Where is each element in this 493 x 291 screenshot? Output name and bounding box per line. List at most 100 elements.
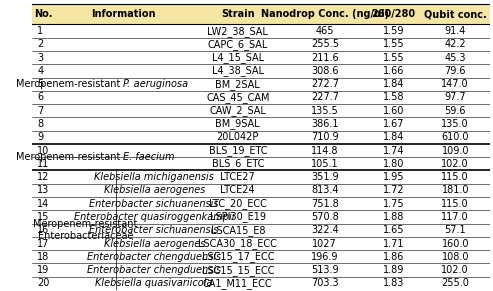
Text: 211.6: 211.6	[311, 53, 339, 63]
Text: CA1_M11_ECC: CA1_M11_ECC	[203, 278, 273, 289]
Text: 102.0: 102.0	[441, 159, 469, 169]
Text: Nanodrop Conc. (ng/ul): Nanodrop Conc. (ng/ul)	[261, 9, 389, 19]
Text: Enterobacter sichuanensis: Enterobacter sichuanensis	[90, 199, 219, 209]
Text: 751.8: 751.8	[311, 199, 339, 209]
Text: LSCA15_E8: LSCA15_E8	[211, 225, 265, 236]
Text: CAPC_6_SAL: CAPC_6_SAL	[208, 39, 268, 50]
Text: 19: 19	[37, 265, 49, 275]
Text: 1.60: 1.60	[383, 106, 404, 116]
Text: L4_15_SAL: L4_15_SAL	[211, 52, 264, 63]
Text: 260/280: 260/280	[371, 9, 416, 19]
Text: LTCE24: LTCE24	[220, 185, 255, 195]
Text: 710.9: 710.9	[311, 132, 339, 142]
Text: 351.9: 351.9	[311, 172, 339, 182]
Text: 1.83: 1.83	[383, 278, 404, 288]
Text: 114.8: 114.8	[311, 146, 339, 156]
Text: Strain: Strain	[221, 9, 254, 19]
Text: 1.65: 1.65	[383, 225, 404, 235]
Text: 1.72: 1.72	[383, 185, 404, 195]
Text: 1.66: 1.66	[383, 66, 404, 76]
Text: 9: 9	[37, 132, 43, 142]
Text: Information: Information	[91, 9, 156, 19]
FancyBboxPatch shape	[32, 3, 490, 24]
Text: L4_38_SAL: L4_38_SAL	[212, 65, 264, 76]
Text: LSCA30_18_ECC: LSCA30_18_ECC	[198, 238, 277, 249]
Text: 17: 17	[37, 239, 50, 249]
Text: CAW_2_SAL: CAW_2_SAL	[210, 105, 266, 116]
Text: 135.5: 135.5	[311, 106, 339, 116]
Text: 1.80: 1.80	[383, 159, 404, 169]
Text: 115.0: 115.0	[441, 199, 469, 209]
Text: LTC_20_ECC: LTC_20_ECC	[209, 198, 267, 209]
Text: 117.0: 117.0	[441, 212, 469, 222]
Text: 13: 13	[37, 185, 49, 195]
Text: No.: No.	[34, 9, 52, 19]
Text: 1.84: 1.84	[383, 79, 404, 89]
Text: 1.89: 1.89	[383, 265, 404, 275]
Text: 20L042P: 20L042P	[216, 132, 259, 142]
Text: Enterobacter chengduensis: Enterobacter chengduensis	[87, 252, 221, 262]
Text: 160.0: 160.0	[442, 239, 469, 249]
Text: 4: 4	[37, 66, 43, 76]
Text: 1.88: 1.88	[383, 212, 404, 222]
Text: 386.1: 386.1	[311, 119, 339, 129]
Text: Meropenem-resistant: Meropenem-resistant	[16, 79, 123, 89]
Text: 5: 5	[37, 79, 43, 89]
Text: 1: 1	[37, 26, 43, 36]
Text: LSC15_17_ECC: LSC15_17_ECC	[202, 251, 274, 262]
Text: 196.9: 196.9	[311, 252, 339, 262]
Text: Enterobacter sichuanensis: Enterobacter sichuanensis	[90, 225, 219, 235]
Text: 147.0: 147.0	[441, 79, 469, 89]
Text: 272.7: 272.7	[311, 79, 339, 89]
Text: 181.0: 181.0	[442, 185, 469, 195]
Text: 3: 3	[37, 53, 43, 63]
Text: 1.71: 1.71	[383, 239, 404, 249]
Text: 102.0: 102.0	[441, 265, 469, 275]
Text: 109.0: 109.0	[442, 146, 469, 156]
Text: Klebsiella michiganensis: Klebsiella michiganensis	[94, 172, 214, 182]
Text: LSPI30_E19: LSPI30_E19	[210, 212, 266, 222]
Text: 115.0: 115.0	[441, 172, 469, 182]
Text: 1.59: 1.59	[383, 26, 404, 36]
Text: LSC15_15_ECC: LSC15_15_ECC	[202, 265, 274, 276]
Text: BLS_19_ETC: BLS_19_ETC	[209, 145, 267, 156]
Text: Meropenem-resistant
Enterobacteriaceae: Meropenem-resistant Enterobacteriaceae	[33, 219, 138, 241]
Text: 7: 7	[37, 106, 43, 116]
Text: 57.1: 57.1	[444, 225, 466, 235]
Text: Klebsiella quasivariicola: Klebsiella quasivariicola	[96, 278, 213, 288]
Text: 12: 12	[37, 172, 50, 182]
Text: 16: 16	[37, 225, 49, 235]
Text: 322.4: 322.4	[311, 225, 339, 235]
Text: BM_9SAL: BM_9SAL	[215, 118, 260, 129]
Text: 18: 18	[37, 252, 49, 262]
Text: 308.6: 308.6	[311, 66, 339, 76]
Text: Qubit conc.: Qubit conc.	[424, 9, 487, 19]
Text: 813.4: 813.4	[311, 185, 339, 195]
Text: 610.0: 610.0	[442, 132, 469, 142]
Text: 1.67: 1.67	[383, 119, 404, 129]
Text: BLS_6_ETC: BLS_6_ETC	[211, 158, 264, 169]
Text: 42.2: 42.2	[444, 39, 466, 49]
Text: Enterobacter quasiroggenkampii: Enterobacter quasiroggenkampii	[74, 212, 235, 222]
Text: CAS_45_CAM: CAS_45_CAM	[206, 92, 270, 103]
Text: 1027: 1027	[313, 239, 337, 249]
Text: 1.74: 1.74	[383, 146, 404, 156]
Text: 91.4: 91.4	[445, 26, 466, 36]
Text: 20: 20	[37, 278, 50, 288]
Text: LTCE27: LTCE27	[220, 172, 255, 182]
Text: 255.5: 255.5	[311, 39, 339, 49]
Text: 59.6: 59.6	[445, 106, 466, 116]
Text: 8: 8	[37, 119, 43, 129]
Text: Klebsiella aerogenes: Klebsiella aerogenes	[104, 185, 205, 195]
Text: 465: 465	[316, 26, 334, 36]
Text: 1.75: 1.75	[383, 199, 404, 209]
Text: 703.3: 703.3	[311, 278, 339, 288]
Text: 2: 2	[37, 39, 43, 49]
Text: 79.6: 79.6	[445, 66, 466, 76]
Text: 570.8: 570.8	[311, 212, 339, 222]
Text: Klebsiella aerogenes: Klebsiella aerogenes	[104, 239, 205, 249]
Text: 1.58: 1.58	[383, 93, 404, 102]
Text: P. aeruginosa: P. aeruginosa	[123, 79, 188, 89]
Text: 97.7: 97.7	[444, 93, 466, 102]
Text: 108.0: 108.0	[442, 252, 469, 262]
